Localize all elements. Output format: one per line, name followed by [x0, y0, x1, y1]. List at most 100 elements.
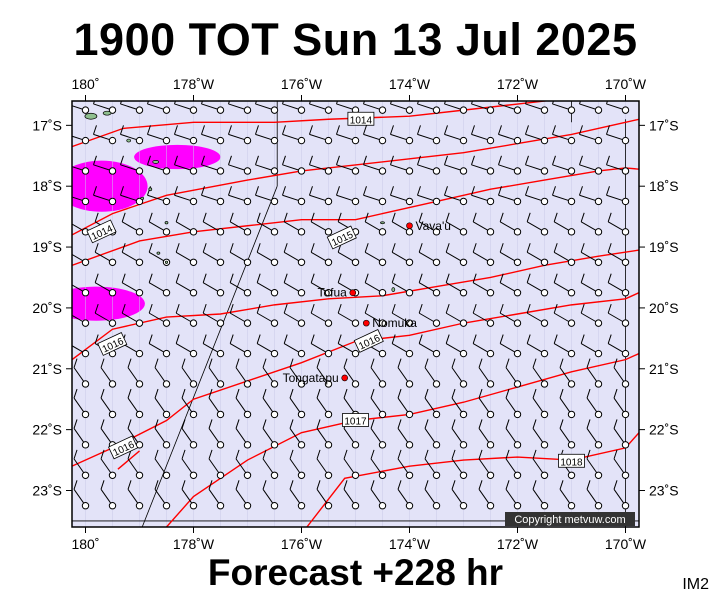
wind-station-circle: [297, 380, 306, 388]
wind-station-circle: [162, 228, 171, 236]
wind-station-circle: [405, 258, 414, 266]
wind-barb-feather: [472, 303, 477, 314]
wind-barb-feather: [316, 388, 321, 399]
wind-barb-feather: [154, 449, 159, 460]
lon-label-bottom: 178˚W: [173, 536, 215, 552]
wind-barb-feather: [282, 186, 286, 196]
wind-barb-feather: [370, 449, 375, 460]
wind-barb-feather: [93, 186, 97, 196]
wind-barb-feather: [175, 334, 180, 344]
wind-barb-feather: [336, 125, 340, 135]
wind-barb-feather: [229, 303, 234, 314]
place-marker: [341, 374, 349, 382]
wind-barb-feather: [262, 358, 267, 368]
wind-barb-feather: [202, 212, 207, 223]
wind-barb-feather: [121, 303, 126, 314]
wind-barb-feather: [202, 243, 207, 253]
wind-station-circle: [513, 349, 522, 358]
wind-station-circle: [432, 380, 441, 388]
wind-station-circle: [189, 349, 198, 358]
wind-station-circle: [432, 319, 441, 327]
wind-station-circle: [621, 502, 630, 510]
wind-barb-feather: [289, 419, 294, 429]
wind-barb-feather: [337, 273, 342, 283]
wind-station-circle: [540, 441, 549, 449]
wind-station-circle: [81, 289, 90, 297]
isobar-label-group: 1017: [342, 413, 369, 428]
wind-barb-feather: [478, 388, 483, 399]
wind-barb-feather: [282, 101, 284, 105]
wind-station-circle: [459, 167, 468, 175]
wind-station-circle: [162, 410, 171, 419]
wind-station-circle: [405, 410, 414, 419]
wind-barb-feather: [202, 303, 207, 314]
wind-station-circle: [162, 349, 171, 358]
wind-barb-feather: [391, 334, 396, 344]
wind-barb-feather: [336, 186, 340, 196]
wind-barb-feather: [310, 243, 315, 253]
wind-station-circle: [594, 410, 603, 419]
wind-station-circle: [621, 289, 630, 297]
wind-station-circle: [324, 441, 333, 449]
wind-station-circle: [405, 471, 414, 479]
wind-station-circle: [324, 502, 333, 510]
wind-barb-feather: [148, 334, 153, 344]
wind-station-circle: [378, 289, 387, 297]
wind-station-circle: [270, 380, 279, 388]
wind-barb-feather: [73, 480, 78, 490]
wind-barb-feather: [370, 480, 375, 490]
wind-barb-feather: [417, 125, 421, 135]
wind-barb-feather: [262, 449, 267, 460]
wind-barb-feather: [552, 125, 556, 135]
wind-station-circle: [216, 410, 225, 419]
wind-station-circle: [297, 106, 306, 114]
wind-station-circle: [621, 136, 630, 145]
isobar-1016: [72, 249, 639, 361]
wind-station-circle: [270, 228, 279, 236]
wind-barb-feather: [418, 243, 423, 253]
wind-station-circle: [540, 380, 549, 388]
wind-barb-feather: [94, 243, 99, 253]
wind-station-circle: [243, 106, 252, 114]
wind-station-circle: [540, 502, 549, 510]
isobar-label-box: [86, 219, 117, 244]
wind-station-circle: [162, 167, 171, 175]
wind-station-circle: [594, 136, 603, 145]
wind-barb-feather: [316, 419, 321, 429]
wind-barb-feather: [235, 480, 240, 490]
wind-station-circle: [432, 471, 441, 479]
wind-station-circle: [432, 167, 441, 175]
wind-station-circle: [594, 380, 603, 388]
wind-station-circle: [513, 197, 522, 206]
wind-station-circle: [486, 106, 495, 114]
lat-label-left: 17˚S: [32, 117, 62, 133]
wind-station-circle: [270, 289, 279, 297]
wind-barb-feather: [451, 419, 456, 429]
wind-barb-feather: [255, 125, 259, 135]
wind-barb-feather: [202, 334, 207, 344]
wind-barb-feather: [499, 303, 504, 314]
wind-barb-feather: [607, 303, 612, 314]
wind-station-circle: [243, 380, 252, 388]
wind-barb-feather: [451, 388, 456, 399]
wind-barb-feather: [208, 419, 213, 429]
wind-station-circle: [567, 228, 576, 236]
isobar-label: 1018: [560, 457, 583, 468]
wind-barb-feather: [68, 274, 71, 283]
wind-station-circle: [243, 349, 252, 358]
wind-station-circle: [135, 106, 144, 114]
wind-station-circle: [486, 410, 495, 419]
wind-station-circle: [378, 258, 387, 266]
wind-station-circle: [567, 106, 576, 114]
wind-station-circle: [540, 136, 549, 145]
wind-station-circle: [81, 167, 90, 175]
wind-station-circle: [351, 197, 360, 206]
wind-station-circle: [324, 289, 333, 297]
lon-label-top: 176˚W: [281, 76, 323, 92]
lon-label-bottom: 180˚: [71, 536, 99, 552]
wind-station-circle: [189, 106, 198, 114]
wind-barb-feather: [93, 101, 95, 105]
wind-barb-feather: [255, 155, 259, 165]
wind-station-circle: [486, 258, 495, 266]
